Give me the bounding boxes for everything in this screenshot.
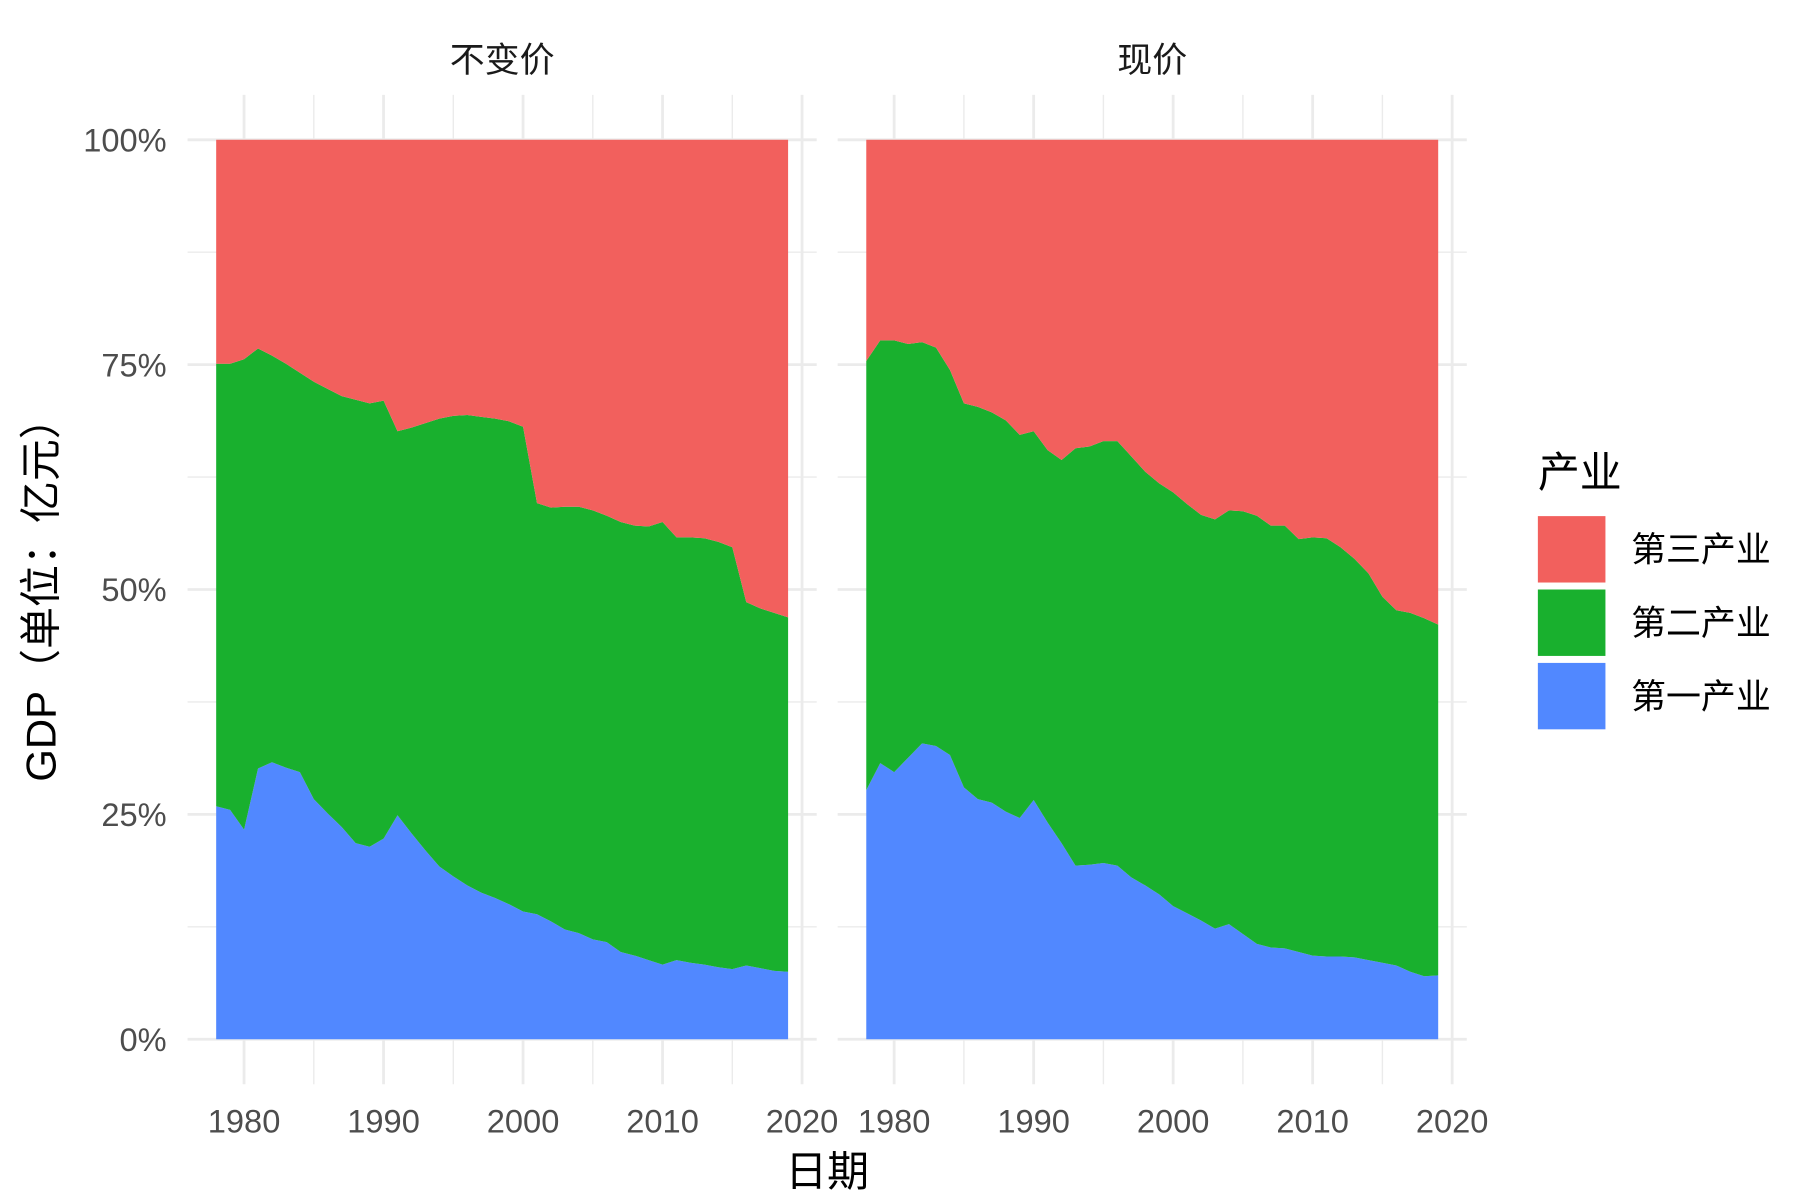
x-axis-title: 日期 [785, 1148, 869, 1195]
x-tick-label: 1980 [858, 1102, 931, 1139]
y-tick-label: 50% [101, 571, 166, 608]
x-axis-tick-labels: 1980 1990 2000 2010 2020 [858, 1102, 1489, 1139]
area-primary-industry [216, 762, 789, 1040]
y-axis-tick-labels: 0% 25% 50% 75% 100% [83, 121, 166, 1057]
x-tick-label: 2020 [1416, 1102, 1489, 1139]
area-secondary-industry [216, 348, 789, 972]
area-primary-industry [866, 743, 1439, 1040]
y-axis-title: GDP（单位：亿元） [17, 397, 64, 781]
legend-label-primary: 第一产业 [1631, 677, 1771, 716]
y-tick-label: 25% [101, 796, 166, 833]
facet-title-current-price: 现价 [1117, 41, 1187, 80]
x-tick-label: 2010 [626, 1102, 699, 1139]
area-tertiary-industry [866, 139, 1439, 625]
x-axis-tick-labels: 1980 1990 2000 2010 2020 [208, 1102, 839, 1139]
area-tertiary-industry [216, 139, 789, 618]
y-tick-label: 0% [119, 1021, 166, 1058]
legend-swatch-secondary [1537, 589, 1606, 656]
facet-panel-constant-price: 1980 1990 2000 2010 2020 不变价 [187, 41, 839, 1139]
legend-label-tertiary: 第三产业 [1631, 531, 1771, 570]
x-tick-label: 1990 [997, 1102, 1070, 1139]
legend-item-secondary-industry: 第二产业 [1537, 589, 1771, 656]
x-tick-label: 2010 [1276, 1102, 1349, 1139]
stacked-areas [216, 139, 789, 1040]
facet-title-constant-price: 不变价 [450, 41, 555, 80]
legend-title: 产业 [1538, 449, 1622, 496]
x-tick-label: 1990 [347, 1102, 420, 1139]
x-tick-label: 2000 [1137, 1102, 1210, 1139]
legend-swatch-primary [1537, 662, 1606, 730]
legend-item-tertiary-industry: 第三产业 [1537, 516, 1771, 583]
x-tick-label: 1980 [208, 1102, 281, 1139]
x-tick-label: 2020 [766, 1102, 839, 1139]
stacked-areas [866, 139, 1439, 1040]
legend-swatch-tertiary [1537, 516, 1606, 583]
legend-item-primary-industry: 第一产业 [1537, 662, 1771, 730]
y-tick-label: 100% [83, 121, 166, 158]
x-tick-label: 2000 [487, 1102, 560, 1139]
area-secondary-industry [866, 340, 1439, 977]
facet-panel-current-price: 1980 1990 2000 2010 2020 现价 [837, 41, 1489, 1139]
legend-label-secondary: 第二产业 [1631, 604, 1771, 643]
y-tick-label: 75% [101, 346, 166, 383]
legend: 产业 第三产业 第二产业 第一产业 [1537, 449, 1771, 730]
